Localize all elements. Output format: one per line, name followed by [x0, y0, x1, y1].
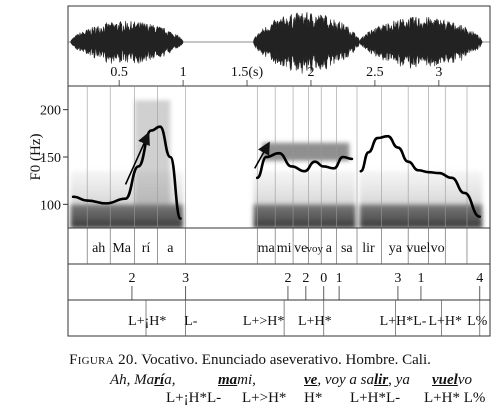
figure-label: Figura 20.	[69, 352, 138, 368]
f0-tick-label: 100	[40, 198, 61, 213]
time-tick-label: 1.5(s)	[231, 65, 264, 80]
example-tone-labels: L+¡H*L- L+>H* H* L+H*L- L+H* L%	[0, 390, 500, 410]
break-index-label: 2	[302, 271, 309, 286]
waveform-time-ticks: 0.5 1 1.5(s) 2 2.5 3	[110, 65, 442, 86]
spectrogram-band	[253, 204, 356, 228]
example-word-mami: mami,	[218, 372, 256, 388]
tone-label: L+>H*	[243, 314, 284, 329]
example-label-2: L+>H*	[242, 390, 287, 406]
spectrogram-panel: 100 150 200	[40, 85, 491, 229]
f0-contour-line	[359, 134, 482, 218]
waveform-panel: 0.5 1 1.5(s) 2 2.5 3	[67, 5, 491, 87]
f0-contour-line	[255, 151, 354, 180]
syllable-label: Ma	[112, 241, 131, 256]
example-label-5: L+H* L%	[424, 390, 486, 406]
waveform-trace	[70, 12, 483, 74]
caption-text: Vocativo. Enunciado aseverativo. Hombre.…	[141, 352, 431, 368]
f0-axis-label: F0 (Hz)	[28, 133, 44, 180]
example-word-ah-maria: Ah, María,	[110, 372, 176, 388]
break-index-label: 1	[417, 271, 424, 286]
tone-tier: L+¡H* L- L+>H* L+H* L+H*L- L+H* L%	[128, 314, 487, 329]
syllable-label: vo	[431, 241, 445, 256]
example-sentence: Ah, María, mami, ve, voy a salir, ya vue…	[0, 372, 500, 392]
syllable-label: sa	[341, 241, 353, 256]
tone-label: L+H*	[428, 314, 462, 329]
syllable-tier: ah Ma rí a ma mi ve voy a sa lir ya vuel vo	[92, 241, 444, 256]
spectrogram-band	[70, 204, 184, 228]
tone-label: L+H*L-	[380, 314, 427, 329]
break-index-label: 3	[394, 271, 401, 286]
tier-boundary-lines	[86, 228, 481, 336]
break-index-label: 1	[336, 271, 343, 286]
f0-tick-label: 200	[40, 104, 61, 119]
f0-contours	[71, 125, 482, 220]
time-tick-label: 0.5	[110, 65, 128, 80]
f0-axis-ticks: 100 150 200	[40, 104, 68, 213]
rise-arrow	[254, 141, 270, 169]
example-label-1: L+¡H*L-	[166, 390, 222, 406]
syllable-label: a	[326, 241, 333, 256]
break-index-label: 3	[182, 271, 189, 286]
spectrogram-band	[359, 204, 483, 228]
rise-arrow	[124, 131, 150, 185]
break-index-label: 2	[128, 271, 135, 286]
break-index-label: 2	[284, 271, 291, 286]
syllable-label: ve	[294, 241, 307, 256]
break-index-label: 4	[476, 271, 483, 286]
tone-label: L+H*	[298, 314, 332, 329]
time-tick-label: 2.5	[366, 65, 384, 80]
syllable-label: ah	[92, 241, 105, 256]
syllable-label: a	[167, 241, 174, 256]
f0-tick-label: 150	[40, 151, 61, 166]
tone-label: L+¡H*	[128, 314, 166, 329]
time-tick-label: 1	[180, 65, 187, 80]
syllable-label: lir	[362, 241, 375, 256]
rise-arrows	[124, 131, 270, 185]
tone-label: L-	[184, 314, 198, 329]
example-word-vuelvo: vuelvo	[432, 372, 472, 388]
syllable-label: rí	[142, 241, 151, 256]
tone-label: L%	[467, 314, 488, 329]
syllable-label: voy	[307, 243, 324, 255]
f0-contour-line	[71, 125, 182, 220]
example-label-3: H*	[304, 390, 323, 406]
syllable-label: ma	[258, 241, 276, 256]
figure-caption: Figura 20. Vocativo. Enunciado aseverati…	[0, 352, 500, 369]
example-label-4: L+H*L-	[350, 390, 401, 406]
syllable-label: mi	[277, 241, 292, 256]
example-word-ve: ve, voy a salir, ya	[304, 372, 410, 388]
syllable-label: ya	[389, 241, 403, 256]
syllable-label: vuel	[406, 241, 430, 256]
syllable-boundary-lines	[86, 86, 468, 228]
time-tick-label: 3	[435, 65, 442, 80]
break-index-label: 0	[320, 271, 327, 286]
time-tick-label: 2	[307, 65, 314, 80]
